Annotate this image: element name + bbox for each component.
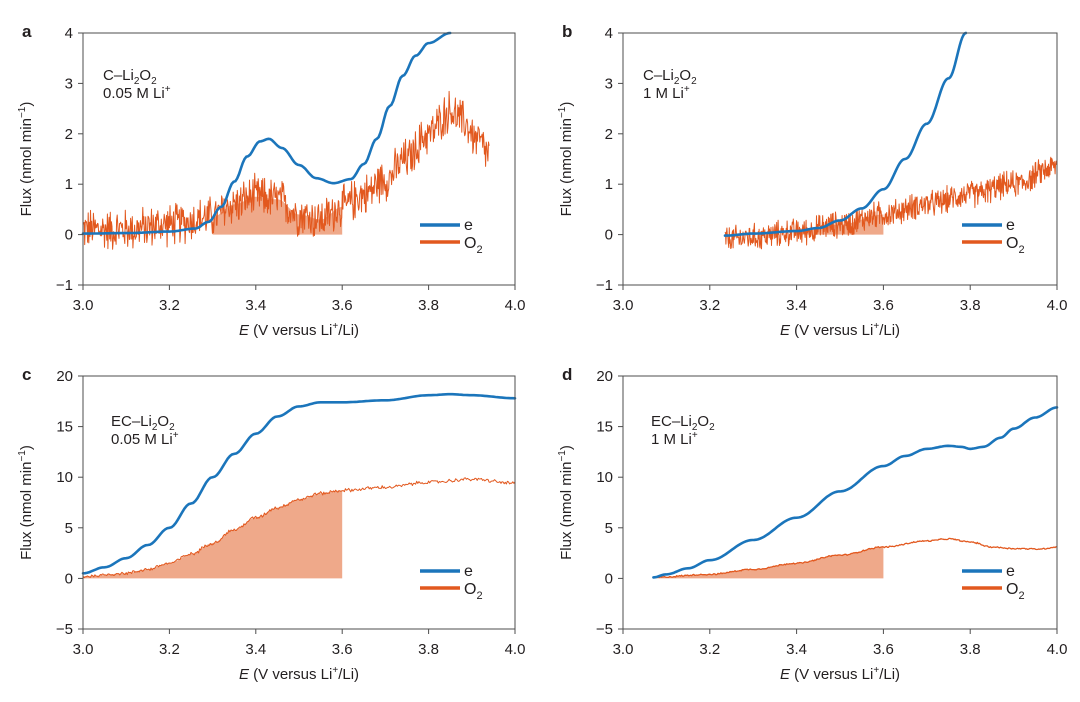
panel-d: 3.0 3.2 3.4 3.6 3.8 4.0 −5 0 5 10 15 20 E (V versus … xyxy=(557,365,1067,683)
shaded-area xyxy=(83,490,343,579)
y-tick-label: −5 xyxy=(596,621,613,638)
x-axis-title: E (V versus Li+/Li) xyxy=(239,321,359,339)
series-o2-line xyxy=(653,537,1058,579)
y-tick-label: 20 xyxy=(56,368,73,385)
y-tick-label: 1 xyxy=(65,176,73,193)
x-tick-label: 3.0 xyxy=(73,641,94,658)
axes-frame xyxy=(82,32,516,286)
y-tick-label: 4 xyxy=(65,25,73,42)
y-axis-title: Flux (nmol min−1) xyxy=(557,445,575,560)
x-tick-label: 3.2 xyxy=(159,297,180,314)
legend-label-e: e xyxy=(464,563,473,580)
shaded-area xyxy=(653,547,884,579)
x-tick-label: 3.4 xyxy=(786,297,807,314)
legend-label-e: e xyxy=(1006,217,1015,234)
y-tick-label: 5 xyxy=(65,520,73,537)
y-tick-label: 15 xyxy=(56,419,73,436)
y-tick-label: 1 xyxy=(605,176,613,193)
y-tick-label: 2 xyxy=(605,126,613,143)
y-tick-label: 20 xyxy=(596,368,613,385)
panel-b: 3.0 3.2 3.4 3.6 3.8 4.0 −1 0 1 2 3 4 E (V versus Li+… xyxy=(557,22,1067,339)
x-tick-label: 3.6 xyxy=(873,641,894,658)
x-tick-label: 3.6 xyxy=(332,641,353,658)
x-tick-label: 3.8 xyxy=(418,297,439,314)
x-tick-label: 3.2 xyxy=(699,297,720,314)
x-tick-label: 3.8 xyxy=(960,641,981,658)
panel-a: 3.0 3.2 3.4 3.6 3.8 4.0 −1 0 1 2 3 4 E (V versus Li+… xyxy=(17,22,525,339)
y-tick-label: 0 xyxy=(65,227,73,244)
y-tick-label: 3 xyxy=(605,75,613,92)
x-tick-label: 3.2 xyxy=(699,641,720,658)
legend-label-o2: O2 xyxy=(464,235,483,256)
y-tick-label: 3 xyxy=(65,75,73,92)
panel-letter: d xyxy=(562,365,572,384)
y-tick-label: 10 xyxy=(596,469,613,486)
series-o2-line xyxy=(82,477,516,579)
series-e-line xyxy=(652,406,1059,579)
series-o2-line xyxy=(724,156,1058,250)
axes-frame xyxy=(82,375,516,630)
axes-frame xyxy=(622,32,1058,286)
y-tick-label: 10 xyxy=(56,469,73,486)
panel-annotation-line1: EC–Li2O2 xyxy=(111,413,175,433)
x-tick-label: 4.0 xyxy=(1047,297,1068,314)
y-axis-title: Flux (nmol min−1) xyxy=(557,102,575,217)
y-tick-label: −1 xyxy=(56,277,73,294)
panel-annotation-line1: C–Li2O2 xyxy=(643,67,697,87)
y-tick-label: −5 xyxy=(56,621,73,638)
panel-c: 3.0 3.2 3.4 3.6 3.8 4.0 −5 0 5 10 15 20 E (V versus … xyxy=(17,365,525,683)
y-tick-label: 0 xyxy=(605,227,613,244)
x-tick-label: 3.4 xyxy=(245,641,266,658)
x-axis-title: E (V versus Li+/Li) xyxy=(780,665,900,683)
x-tick-label: 3.8 xyxy=(960,297,981,314)
x-axis-title: E (V versus Li+/Li) xyxy=(239,665,359,683)
x-tick-label: 4.0 xyxy=(505,641,526,658)
x-tick-label: 3.8 xyxy=(418,641,439,658)
legend-label-o2: O2 xyxy=(464,581,483,602)
panel-annotation-line2: 0.05 M Li+ xyxy=(103,84,171,102)
legend-label-o2: O2 xyxy=(1006,581,1025,602)
y-axis-title: Flux (nmol min−1) xyxy=(17,445,35,560)
axes-frame xyxy=(622,375,1058,630)
x-tick-label: 4.0 xyxy=(505,297,526,314)
y-tick-label: −1 xyxy=(596,277,613,294)
x-axis-title: E (V versus Li+/Li) xyxy=(780,321,900,339)
x-tick-label: 3.6 xyxy=(332,297,353,314)
x-tick-label: 3.2 xyxy=(159,641,180,658)
panel-letter: c xyxy=(22,365,31,384)
legend-label-e: e xyxy=(464,217,473,234)
x-tick-label: 3.0 xyxy=(73,297,94,314)
x-tick-label: 3.6 xyxy=(873,297,894,314)
y-tick-label: 15 xyxy=(596,419,613,436)
x-tick-label: 3.0 xyxy=(613,641,634,658)
y-axis-title: Flux (nmol min−1) xyxy=(17,102,35,217)
panel-letter: b xyxy=(562,22,572,41)
x-tick-label: 3.4 xyxy=(786,641,807,658)
panel-annotation-line2: 0.05 M Li+ xyxy=(111,430,179,448)
series-e-line xyxy=(81,392,517,575)
panel-annotation-line2: 1 M Li+ xyxy=(651,430,698,448)
panel-annotation-line1: C–Li2O2 xyxy=(103,67,157,87)
y-tick-label: 4 xyxy=(605,25,613,42)
y-tick-label: 5 xyxy=(605,520,613,537)
panel-annotation-line1: EC–Li2O2 xyxy=(651,413,715,433)
series-e-line xyxy=(723,31,968,237)
x-tick-label: 3.0 xyxy=(613,297,634,314)
series-o2-line xyxy=(82,90,490,250)
series-e-line xyxy=(81,31,452,235)
legend-label-o2: O2 xyxy=(1006,235,1025,256)
y-tick-label: 0 xyxy=(605,570,613,587)
y-tick-label: 2 xyxy=(65,126,73,143)
x-tick-label: 3.4 xyxy=(245,297,266,314)
panel-letter: a xyxy=(22,22,32,41)
y-tick-label: 0 xyxy=(65,570,73,587)
legend-label-e: e xyxy=(1006,563,1015,580)
x-tick-label: 4.0 xyxy=(1047,641,1068,658)
panel-annotation-line2: 1 M Li+ xyxy=(643,84,690,102)
